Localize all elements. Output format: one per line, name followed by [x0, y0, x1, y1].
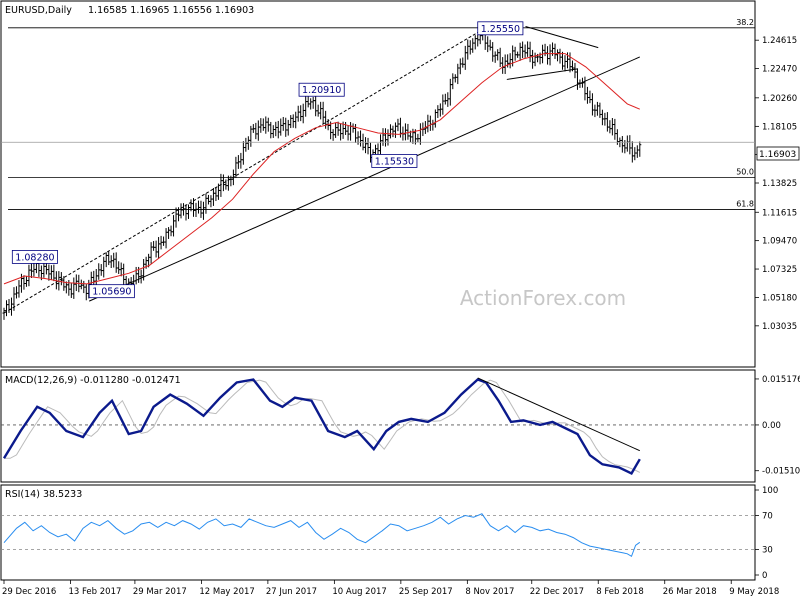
trendline — [3, 32, 478, 314]
price-panel-frame — [0, 0, 756, 368]
trendline — [525, 26, 599, 49]
x-tick-label: 13 Feb 2017 — [68, 587, 121, 597]
rsi-tick-label: 70 — [762, 512, 773, 522]
macd-line — [2, 378, 641, 475]
x-tick-label: 29 Dec 2016 — [2, 587, 56, 597]
price-annotation-box — [11, 250, 58, 264]
price-annotation-label: 1.25550 — [481, 24, 520, 35]
x-tick-label: 22 Dec 2017 — [530, 587, 584, 597]
price-tick-label: 1.20260 — [762, 94, 797, 104]
chart-symbol: EURUSD,Daily — [5, 5, 72, 16]
macd-tick-label: 0.015176 — [762, 375, 800, 385]
trendline — [88, 56, 641, 302]
x-tick-label: 12 May 2017 — [199, 587, 254, 597]
rsi-tick-label: 30 — [762, 546, 773, 556]
price-annotation-label: 1.05690 — [92, 287, 131, 298]
macd-trendline — [477, 377, 641, 452]
price-tick-label: 1.22470 — [762, 65, 797, 75]
macd-tick-label: 0.00 — [762, 421, 781, 431]
rsi-line — [3, 513, 641, 558]
rsi-title: RSI(14) 38.5233 — [5, 489, 82, 500]
price-tick-label: 1.11615 — [762, 208, 797, 218]
price-annotation-box — [371, 154, 418, 168]
price-tick-label: 1.05180 — [762, 293, 797, 303]
rsi-panel-frame — [0, 484, 756, 581]
price-tick-label: 1.07325 — [762, 265, 797, 275]
macd-tick-label: -0.015105 — [762, 467, 800, 477]
x-tick-label: 9 May 2018 — [729, 587, 779, 597]
macd-title: MACD(12,26,9) -0.011280 -0.012471 — [5, 375, 181, 386]
x-tick-label: 26 Mar 2018 — [663, 587, 717, 597]
fib-level-label: 38.2 — [736, 18, 754, 27]
price-tick-label: 1.09470 — [762, 237, 797, 247]
price-tick-label: 1.18105 — [762, 122, 797, 132]
macd-signal-line — [4, 379, 641, 473]
fib-level-label: 50.0 — [736, 168, 754, 177]
x-tick-label: 8 Nov 2017 — [465, 587, 514, 597]
price-annotation-label: 1.08280 — [15, 252, 54, 263]
x-tick-label: 25 Sep 2017 — [399, 587, 453, 597]
watermark: ActionForex.com — [460, 286, 626, 310]
trendline — [506, 68, 578, 80]
price-annotation-box — [88, 284, 135, 299]
price-tick-label: 1.03035 — [762, 322, 797, 332]
price-tick-label: 1.13825 — [762, 179, 797, 189]
price-tick-label: 1.24615 — [762, 36, 797, 46]
price-annotation-label: 1.20910 — [302, 85, 341, 96]
price-annotation-label: 1.15530 — [375, 156, 414, 167]
current-price-box — [756, 146, 800, 161]
x-tick-label: 27 Jun 2017 — [266, 587, 317, 597]
x-tick-label: 10 Aug 2017 — [332, 587, 386, 597]
price-annotation-box — [477, 21, 524, 36]
current-price-label: 1.16903 — [759, 150, 796, 160]
x-tick-label: 8 Feb 2018 — [596, 587, 644, 597]
price-annotation-box — [298, 82, 345, 97]
moving-average-line — [3, 53, 640, 285]
right-axis-bg — [756, 0, 800, 600]
macd-panel-frame — [0, 369, 756, 483]
fib-level-label: 61.8 — [736, 199, 754, 208]
chart-ohlc: 1.16585 1.16965 1.16556 1.16903 — [88, 5, 254, 16]
rsi-tick-label: 0 — [762, 571, 767, 581]
rsi-tick-label: 100 — [762, 486, 778, 496]
x-tick-label: 29 Mar 2017 — [133, 587, 187, 597]
